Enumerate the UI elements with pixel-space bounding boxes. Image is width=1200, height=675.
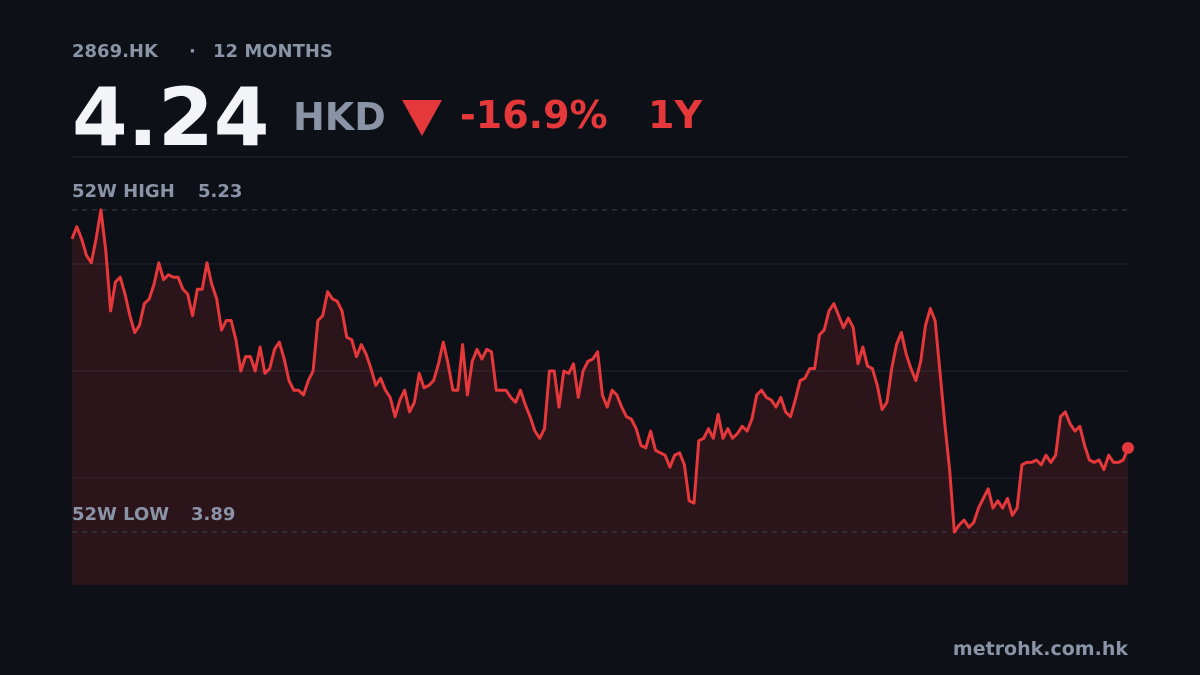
period: 12 MONTHS [213,41,333,62]
source: metrohk.com.hk [953,638,1128,660]
separator: · [189,41,196,62]
plot-area: 52W HIGH 5.23 52W LOW 3.89 [70,181,1134,585]
ticker: 2869.HK [72,41,159,62]
price-line [70,208,1130,534]
down-arrow [402,100,442,136]
low-value: 3.89 [191,504,235,525]
range: 1Y [648,93,702,137]
last-point [1122,441,1134,454]
high-label: 52W HIGH [72,181,175,202]
area [72,209,1128,585]
low-label: 52W LOW [72,504,169,525]
currency: HKD [293,95,386,139]
high-value: 5.23 [198,181,242,202]
change: -16.9% [460,93,608,137]
price: 4.24 [72,71,269,164]
